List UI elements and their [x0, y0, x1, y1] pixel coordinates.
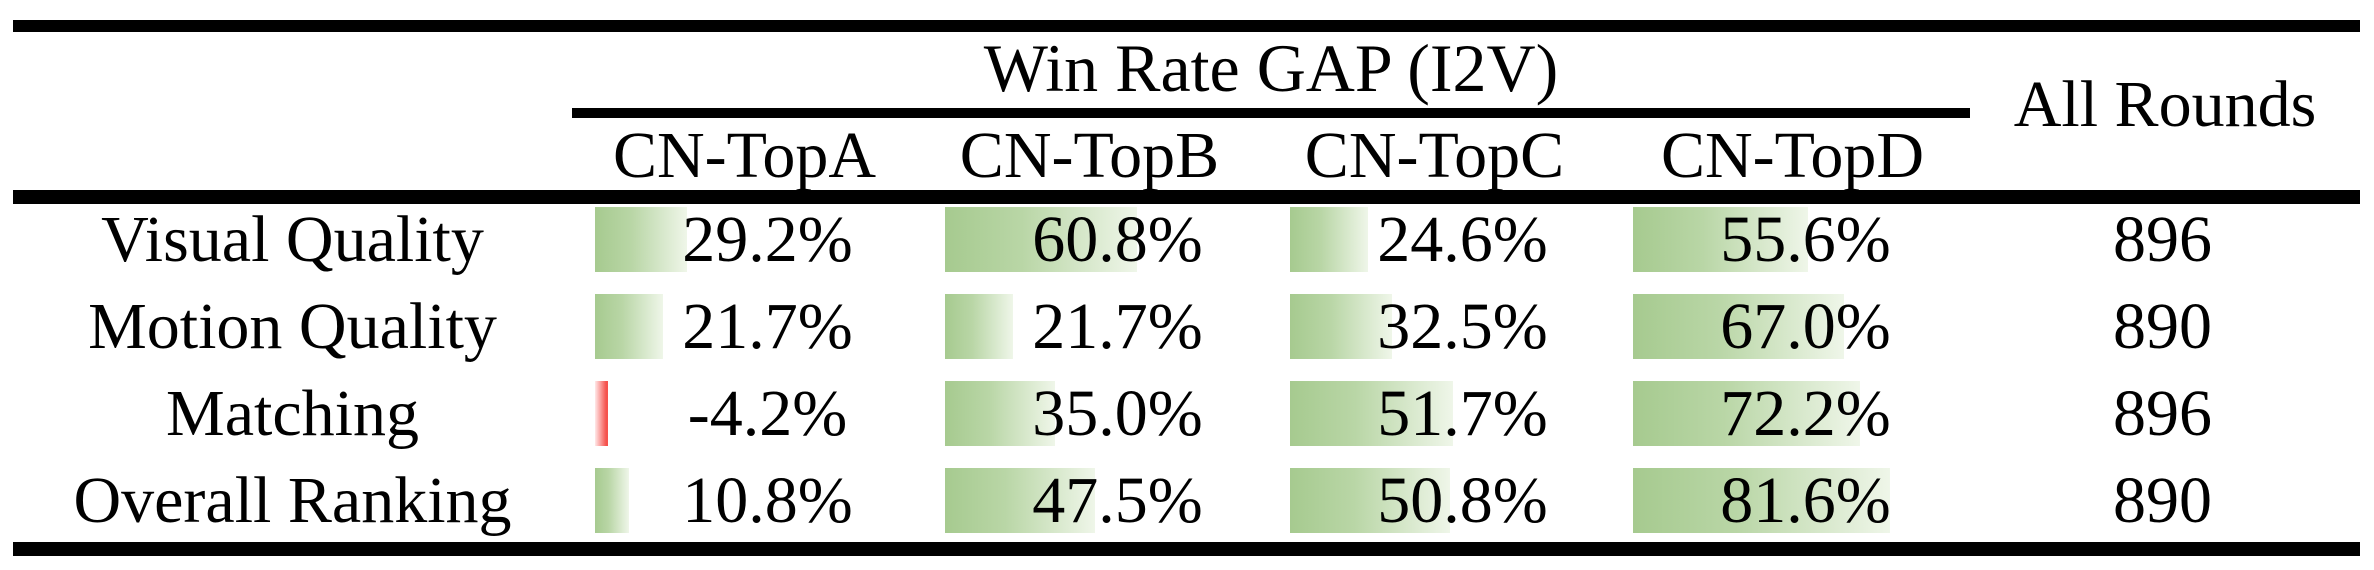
cell-value: 10.8%	[682, 463, 853, 537]
table-cell: 35.0%	[945, 370, 1290, 457]
cell-value: 72.2%	[1720, 376, 1891, 450]
table-cell: 72.2%	[1633, 370, 1978, 457]
data-bar	[945, 468, 1095, 533]
title-underline-rule	[572, 108, 1970, 118]
cell-value: 47.5%	[1032, 463, 1203, 537]
data-bar	[595, 381, 609, 446]
table-cell: 10.8%	[595, 457, 940, 544]
cell-value: 21.7%	[1032, 289, 1203, 363]
data-bar	[1290, 468, 1450, 533]
table-cell: 51.7%	[1290, 370, 1635, 457]
table-cell: -4.2%	[595, 370, 940, 457]
cell-value: 24.6%	[1377, 202, 1548, 276]
data-bar	[1290, 381, 1453, 446]
table-cell: 21.7%	[595, 283, 940, 370]
header-separator-rule	[13, 190, 2360, 204]
data-bar	[1633, 294, 1844, 359]
cell-value: 32.5%	[1377, 289, 1548, 363]
cell-value: 81.6%	[1720, 463, 1891, 537]
table-cell: 67.0%	[1633, 283, 1978, 370]
row-label-matching: Matching	[166, 376, 419, 450]
cell-value: 21.7%	[682, 289, 853, 363]
data-bar	[1290, 207, 1368, 272]
data-bar	[1633, 468, 1890, 533]
table-cell: 21.7%	[945, 283, 1290, 370]
column-header-cn-topb: CN-TopB	[959, 119, 1220, 192]
row-label-motion-quality: Motion Quality	[88, 289, 497, 363]
row-label-overall-ranking: Overall Ranking	[73, 463, 512, 537]
table-cell: 47.5%	[945, 457, 1290, 544]
table-cell: 55.6%	[1633, 196, 1978, 283]
column-header-cn-topc: CN-TopC	[1304, 119, 1565, 192]
table-cell: 81.6%	[1633, 457, 1978, 544]
table-top-rule	[13, 20, 2360, 32]
data-bar	[1633, 381, 1861, 446]
row-label-visual-quality: Visual Quality	[101, 202, 484, 276]
data-bar	[945, 294, 1014, 359]
data-bar	[595, 468, 629, 533]
table-title: Win Rate GAP (I2V)	[983, 30, 1559, 106]
cell-value: -4.2%	[687, 376, 848, 450]
data-bar	[1290, 294, 1393, 359]
cell-value: 60.8%	[1032, 202, 1203, 276]
all-rounds-value: 896	[2113, 376, 2212, 450]
cell-value: 67.0%	[1720, 289, 1891, 363]
table-cell: 60.8%	[945, 196, 1290, 283]
table-cell: 29.2%	[595, 196, 940, 283]
data-bar	[595, 294, 664, 359]
data-bar	[1633, 207, 1809, 272]
cell-value: 35.0%	[1032, 376, 1203, 450]
cell-value: 50.8%	[1377, 463, 1548, 537]
all-rounds-value: 896	[2113, 202, 2212, 276]
all-rounds-value: 890	[2113, 289, 2212, 363]
data-bar	[595, 207, 687, 272]
column-header-cn-topa: CN-TopA	[612, 119, 877, 192]
table-cell: 24.6%	[1290, 196, 1635, 283]
cell-value: 51.7%	[1377, 376, 1548, 450]
data-bar	[945, 381, 1056, 446]
table-bottom-rule	[13, 542, 2360, 556]
all-rounds-header: All Rounds	[2013, 68, 2317, 141]
data-bar	[945, 207, 1137, 272]
table-cell: 32.5%	[1290, 283, 1635, 370]
column-header-cn-topd: CN-TopD	[1660, 119, 1925, 192]
table-cell: 50.8%	[1290, 457, 1635, 544]
cell-value: 55.6%	[1720, 202, 1891, 276]
all-rounds-value: 890	[2113, 463, 2212, 537]
cell-value: 29.2%	[682, 202, 853, 276]
